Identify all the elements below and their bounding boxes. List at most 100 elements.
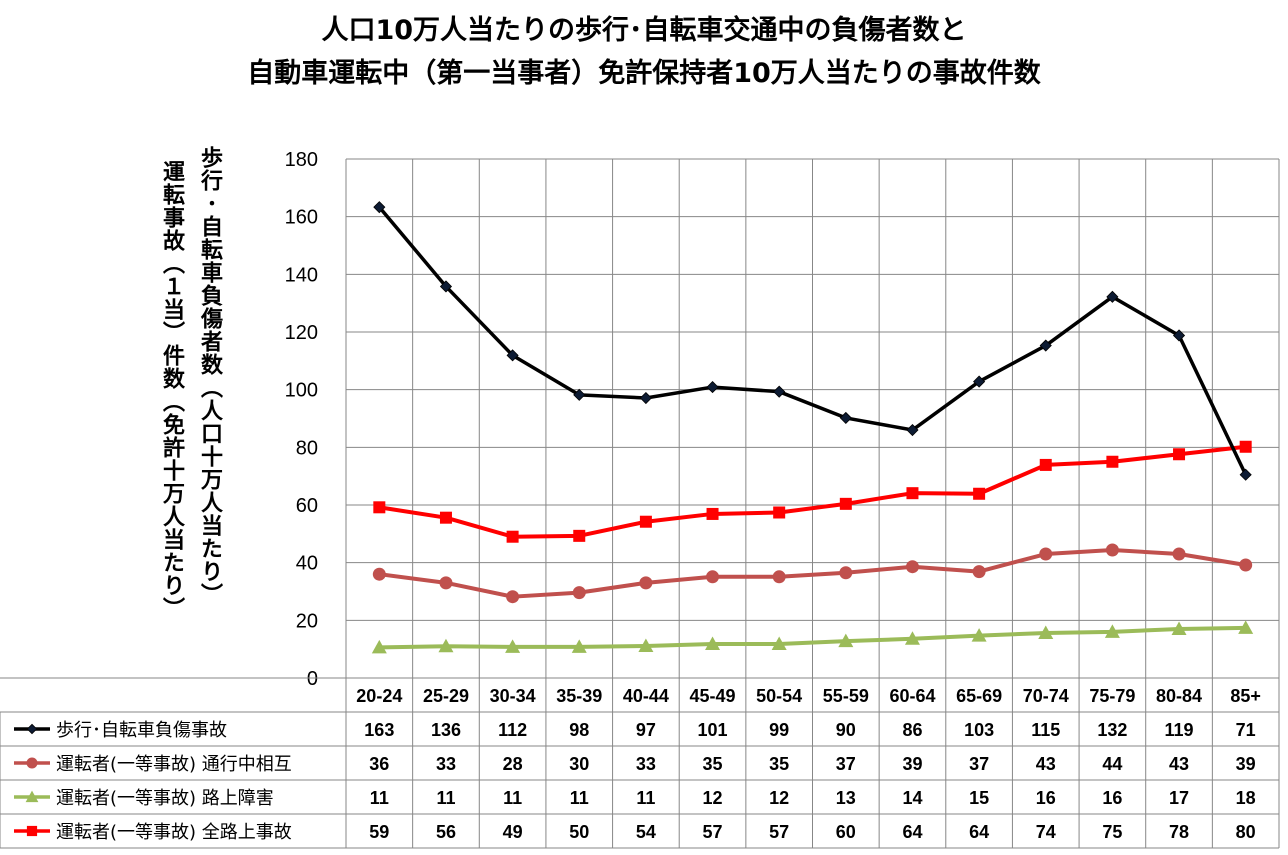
data-point <box>905 560 919 574</box>
table-cell-value: 99 <box>769 720 789 740</box>
table-cell-value: 132 <box>1097 720 1127 740</box>
data-point <box>1172 329 1186 342</box>
table-cell-value: 97 <box>636 720 656 740</box>
data-point <box>973 375 986 388</box>
table-cell-value: 64 <box>902 822 922 842</box>
table-cell-value: 13 <box>836 788 856 808</box>
series-line <box>379 547 1247 599</box>
x-tick-label: 60-64 <box>889 686 935 706</box>
legend-key-marker <box>26 825 38 837</box>
data-point <box>639 576 653 590</box>
table-cell-value: 115 <box>1031 720 1060 740</box>
data-point <box>572 586 586 600</box>
table-cell-value: 11 <box>436 788 455 808</box>
table-cell-value: 57 <box>769 822 789 842</box>
table-cell-value: 136 <box>431 720 461 740</box>
data-point <box>1172 547 1186 561</box>
table-cell-value: 75 <box>1102 822 1122 842</box>
series-line <box>377 206 1248 476</box>
data-point <box>506 590 520 604</box>
series-line <box>379 625 1246 650</box>
x-tick-label: 25-29 <box>423 686 469 706</box>
table-cell-value: 17 <box>1169 788 1189 808</box>
legend-label: 歩行･自転車負傷事故 <box>56 720 227 741</box>
table-cell-value: 30 <box>569 754 589 774</box>
data-point <box>706 570 720 584</box>
table-cell-value: 16 <box>1036 788 1056 808</box>
data-point <box>1171 621 1187 635</box>
data-point <box>639 391 652 405</box>
data-point <box>439 280 453 293</box>
y-tick-label: 140 <box>285 264 318 286</box>
data-point <box>1239 468 1252 481</box>
table-cell-value: 33 <box>636 754 656 774</box>
data-point <box>1239 440 1252 453</box>
y-tick-label: 0 <box>307 668 318 690</box>
table-cell-value: 103 <box>964 720 994 740</box>
data-point <box>638 638 654 652</box>
data-point <box>438 638 454 653</box>
data-point <box>906 423 919 437</box>
table-cell-value: 112 <box>498 720 527 740</box>
data-point <box>773 506 786 519</box>
data-point <box>1106 455 1119 468</box>
x-tick-label: 45-49 <box>690 686 736 706</box>
x-tick-label: 40-44 <box>623 686 669 706</box>
table-cell-value: 57 <box>703 822 723 842</box>
table-cell-value: 56 <box>436 822 456 842</box>
data-point <box>904 631 920 645</box>
y-tick-label: 100 <box>285 380 318 402</box>
legend-key-marker <box>25 790 39 803</box>
table-cell-value: 119 <box>1165 720 1194 740</box>
data-point <box>1106 290 1119 303</box>
data-point <box>972 565 986 579</box>
x-tick-label: 20-24 <box>356 686 402 706</box>
x-tick-label: 55-59 <box>823 686 869 706</box>
data-point <box>773 385 786 398</box>
legend-key-marker <box>26 757 38 769</box>
data-point <box>706 507 719 520</box>
data-point <box>372 567 386 581</box>
data-point <box>573 388 586 401</box>
data-point <box>839 411 852 424</box>
data-point <box>838 633 854 648</box>
data-point <box>439 576 453 590</box>
table-cell-value: 71 <box>1236 720 1256 740</box>
data-point <box>706 381 719 394</box>
table-cell-value: 12 <box>769 788 789 808</box>
table-cell-value: 39 <box>902 754 922 774</box>
table-cell-value: 11 <box>636 788 655 808</box>
table-cell-value: 43 <box>1036 754 1056 774</box>
table-cell-value: 37 <box>836 754 856 774</box>
x-tick-label: 50-54 <box>756 686 802 706</box>
data-point <box>973 487 986 500</box>
table-cell-value: 11 <box>570 788 589 808</box>
table-cell-value: 39 <box>1236 754 1256 774</box>
table-cell-value: 50 <box>569 822 589 842</box>
legend-label: 運転者(一等事故) 全路上事故 <box>56 822 292 843</box>
y-tick-label: 120 <box>285 322 318 344</box>
table-cell-value: 86 <box>902 720 922 740</box>
data-point <box>1038 625 1054 640</box>
data-point <box>571 639 587 653</box>
table-cell-value: 35 <box>769 754 789 774</box>
table-cell-value: 80 <box>1236 822 1256 842</box>
x-tick-label: 70-74 <box>1023 686 1069 706</box>
table-cell-value: 12 <box>703 788 723 808</box>
data-point <box>371 639 387 654</box>
y-tick-label: 80 <box>296 437 318 459</box>
y-tick-label: 20 <box>296 610 318 632</box>
table-cell-value: 43 <box>1169 754 1189 774</box>
table-cell-value: 18 <box>1236 788 1256 808</box>
chart-title-line-1: 人口10万人当たりの歩行･自転車交通中の負傷者数と <box>321 15 967 46</box>
table-cell-value: 28 <box>503 754 523 774</box>
table-cell-value: 15 <box>969 788 989 808</box>
table-cell-value: 49 <box>503 822 523 842</box>
data-point <box>506 349 519 362</box>
data-point <box>839 566 853 580</box>
data-point <box>772 570 786 584</box>
y-tick-label: 160 <box>285 207 318 229</box>
data-point <box>1105 543 1119 557</box>
y-tick-label: 180 <box>285 149 318 171</box>
